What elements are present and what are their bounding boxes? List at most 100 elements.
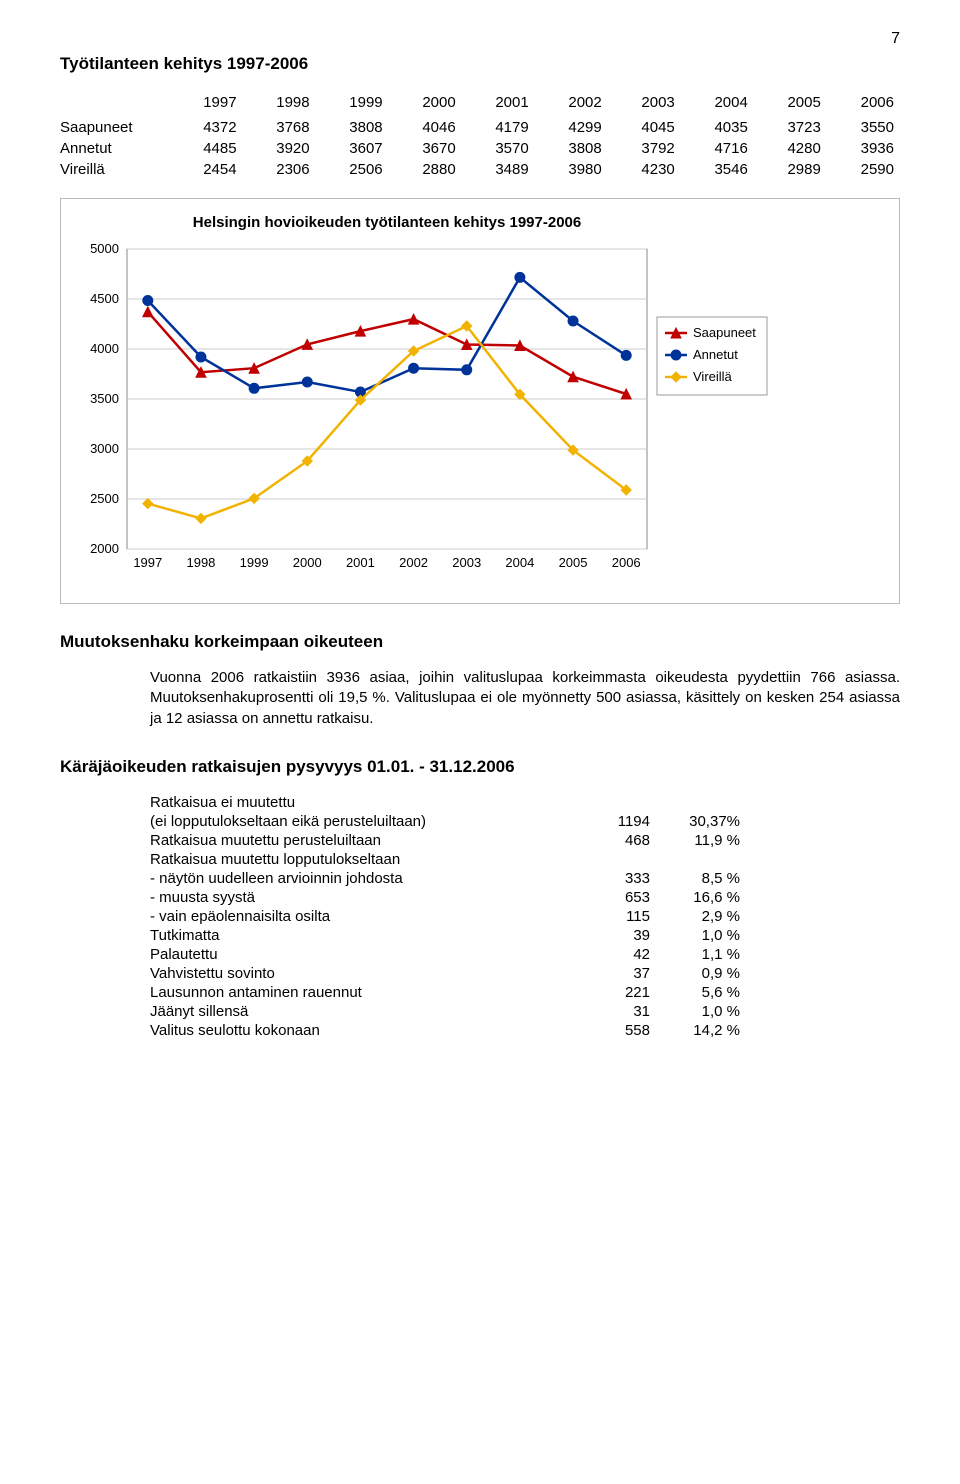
ratk-label: Vahvistettu sovinto xyxy=(150,964,570,983)
table-header-year: 2000 xyxy=(389,92,462,117)
ratk-percent: 30,37% xyxy=(650,812,740,831)
table-cell: 3792 xyxy=(608,138,681,159)
svg-text:3000: 3000 xyxy=(90,441,119,456)
ratk-percent: 16,6 % xyxy=(650,888,740,907)
appeal-paragraph: Vuonna 2006 ratkaistiin 3936 asiaa, joih… xyxy=(150,668,900,729)
ratk-count xyxy=(570,793,650,812)
svg-text:Vireillä: Vireillä xyxy=(693,369,733,384)
ratk-label: (ei lopputulokseltaan eikä perusteluilta… xyxy=(150,812,570,831)
ratk-count: 42 xyxy=(570,945,650,964)
table-row: Lausunnon antaminen rauennut2215,6 % xyxy=(150,983,740,1002)
ratk-label: - näytön uudelleen arvioinnin johdosta xyxy=(150,869,570,888)
table-cell: 2590 xyxy=(827,159,900,180)
svg-text:2003: 2003 xyxy=(452,555,481,570)
table-row: - vain epäolennaisilta osilta1152,9 % xyxy=(150,907,740,926)
ratk-label: Ratkaisua muutettu lopputulokseltaan xyxy=(150,850,570,869)
heading-appeal: Muutoksenhaku korkeimpaan oikeuteen xyxy=(60,632,900,652)
table-header-year: 2005 xyxy=(754,92,827,117)
svg-text:5000: 5000 xyxy=(90,241,119,256)
svg-text:2005: 2005 xyxy=(559,555,588,570)
table-row: Valitus seulottu kokonaan55814,2 % xyxy=(150,1021,740,1040)
table-cell: 2454 xyxy=(170,159,243,180)
row-label: Vireillä xyxy=(60,159,170,180)
table-cell: 2506 xyxy=(316,159,389,180)
table-row: - näytön uudelleen arvioinnin johdosta33… xyxy=(150,869,740,888)
table-header-year: 2004 xyxy=(681,92,754,117)
ratk-percent: 5,6 % xyxy=(650,983,740,1002)
work-situation-chart: Helsingin hovioikeuden työtilanteen kehi… xyxy=(75,211,787,593)
table-cell: 2306 xyxy=(243,159,316,180)
table-row: - muusta syystä65316,6 % xyxy=(150,888,740,907)
ratk-count: 653 xyxy=(570,888,650,907)
table-header-year: 1999 xyxy=(316,92,389,117)
table-row: Ratkaisua muutettu perusteluiltaan46811,… xyxy=(150,831,740,850)
ratk-percent: 0,9 % xyxy=(650,964,740,983)
svg-text:2000: 2000 xyxy=(90,541,119,556)
svg-text:2002: 2002 xyxy=(399,555,428,570)
table-cell: 3546 xyxy=(681,159,754,180)
table-cell: 4046 xyxy=(389,117,462,138)
ratk-count: 115 xyxy=(570,907,650,926)
table-row: Vahvistettu sovinto370,9 % xyxy=(150,964,740,983)
svg-text:4500: 4500 xyxy=(90,291,119,306)
ratk-percent: 1,0 % xyxy=(650,1002,740,1021)
ratk-count: 1194 xyxy=(570,812,650,831)
ratk-percent: 8,5 % xyxy=(650,869,740,888)
table-cell: 3570 xyxy=(462,138,535,159)
table-cell: 4045 xyxy=(608,117,681,138)
ratk-label: - muusta syystä xyxy=(150,888,570,907)
heading-ratkaisu: Käräjäoikeuden ratkaisujen pysyvyys 01.0… xyxy=(60,757,900,777)
table-header-year: 2001 xyxy=(462,92,535,117)
table-cell: 3768 xyxy=(243,117,316,138)
table-cell: 2880 xyxy=(389,159,462,180)
svg-text:3500: 3500 xyxy=(90,391,119,406)
table-row: (ei lopputulokseltaan eikä perusteluilta… xyxy=(150,812,740,831)
table-cell: 4035 xyxy=(681,117,754,138)
table-header-year: 2006 xyxy=(827,92,900,117)
svg-text:Saapuneet: Saapuneet xyxy=(693,325,756,340)
table-cell: 4179 xyxy=(462,117,535,138)
ratkaisu-table: Ratkaisua ei muutettu(ei lopputulokselta… xyxy=(150,793,740,1040)
ratk-label: - vain epäolennaisilta osilta xyxy=(150,907,570,926)
ratk-percent: 1,1 % xyxy=(650,945,740,964)
table-cell: 3808 xyxy=(535,138,608,159)
table-row: Jäänyt sillensä311,0 % xyxy=(150,1002,740,1021)
table-row: Palautettu421,1 % xyxy=(150,945,740,964)
table-cell: 4372 xyxy=(170,117,243,138)
table-cell: 3980 xyxy=(535,159,608,180)
table-header-year: 2003 xyxy=(608,92,681,117)
ratk-label: Palautettu xyxy=(150,945,570,964)
table-cell: 4230 xyxy=(608,159,681,180)
ratk-label: Jäänyt sillensä xyxy=(150,1002,570,1021)
svg-text:1998: 1998 xyxy=(186,555,215,570)
page-number: 7 xyxy=(60,30,900,48)
ratk-percent xyxy=(650,793,740,812)
table-cell: 3936 xyxy=(827,138,900,159)
table-cell: 4716 xyxy=(681,138,754,159)
table-cell: 3670 xyxy=(389,138,462,159)
svg-text:1997: 1997 xyxy=(133,555,162,570)
table-cell: 4299 xyxy=(535,117,608,138)
ratk-count: 31 xyxy=(570,1002,650,1021)
row-label: Annetut xyxy=(60,138,170,159)
table-row: Tutkimatta391,0 % xyxy=(150,926,740,945)
svg-text:2000: 2000 xyxy=(293,555,322,570)
svg-text:2006: 2006 xyxy=(612,555,641,570)
svg-text:2001: 2001 xyxy=(346,555,375,570)
ratk-label: Valitus seulottu kokonaan xyxy=(150,1021,570,1040)
table-row: Vireillä24542306250628803489398042303546… xyxy=(60,159,900,180)
ratk-label: Tutkimatta xyxy=(150,926,570,945)
svg-text:2004: 2004 xyxy=(505,555,534,570)
ratk-percent xyxy=(650,850,740,869)
ratk-count: 333 xyxy=(570,869,650,888)
svg-text:1999: 1999 xyxy=(240,555,269,570)
table-row: Annetut448539203607367035703808379247164… xyxy=(60,138,900,159)
table-cell: 4485 xyxy=(170,138,243,159)
ratk-count: 558 xyxy=(570,1021,650,1040)
table-cell: 3920 xyxy=(243,138,316,159)
table-header-blank xyxy=(60,92,170,117)
svg-text:2500: 2500 xyxy=(90,491,119,506)
ratk-percent: 14,2 % xyxy=(650,1021,740,1040)
svg-text:4000: 4000 xyxy=(90,341,119,356)
ratk-count: 468 xyxy=(570,831,650,850)
